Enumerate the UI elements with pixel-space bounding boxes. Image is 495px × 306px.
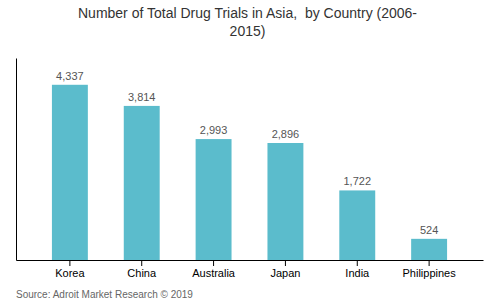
data-label: 3,814 <box>128 91 156 103</box>
data-labels: 4,337 3,814 2,993 2,896 1,722 524 <box>56 70 438 236</box>
data-label: 2,896 <box>272 128 300 140</box>
x-tick-label: Australia <box>192 267 236 279</box>
x-tick-label: India <box>345 267 370 279</box>
source-annotation: Source: Adroit Market Research © 2019 <box>16 289 193 300</box>
data-label: 2,993 <box>200 124 228 136</box>
x-tick: Korea <box>55 260 85 279</box>
x-axis: Korea China Australia Japan India Philippines <box>17 260 484 279</box>
title-line: 2015) <box>230 23 266 39</box>
x-tick-mark <box>141 260 142 266</box>
title-line: Number of Total Drug Trials in Asia, by … <box>78 5 417 21</box>
bar <box>52 85 88 260</box>
x-tick-mark <box>213 260 214 266</box>
x-tick: Australia <box>192 260 236 279</box>
x-tick-mark <box>429 260 430 266</box>
x-tick-label: Philippines <box>403 267 457 279</box>
x-tick-label: Korea <box>55 267 85 279</box>
data-label: 524 <box>420 224 438 236</box>
bar <box>339 190 375 260</box>
data-label: 1,722 <box>344 175 372 187</box>
x-axis-line <box>17 260 484 261</box>
bar <box>411 239 447 260</box>
x-tick: Japan <box>270 260 300 279</box>
bar <box>196 139 232 260</box>
x-tick-mark <box>357 260 358 266</box>
data-label: 4,337 <box>56 70 84 82</box>
x-tick-mark <box>285 260 286 266</box>
x-tick-mark <box>69 260 70 266</box>
x-tick: India <box>345 260 370 279</box>
x-tick-label: China <box>127 267 157 279</box>
bar <box>267 143 303 260</box>
bar <box>124 106 160 260</box>
chart-container: Number of Total Drug Trials in Asia, by … <box>0 0 495 306</box>
x-tick: China <box>127 260 157 279</box>
y-axis <box>16 59 17 261</box>
chart-svg: Number of Total Drug Trials in Asia, by … <box>0 0 495 306</box>
x-tick: Philippines <box>403 260 457 279</box>
chart-title: Number of Total Drug Trials in Asia, by … <box>78 5 417 39</box>
x-tick-label: Japan <box>270 267 300 279</box>
plot-area <box>52 85 447 260</box>
y-axis-line <box>16 59 17 261</box>
